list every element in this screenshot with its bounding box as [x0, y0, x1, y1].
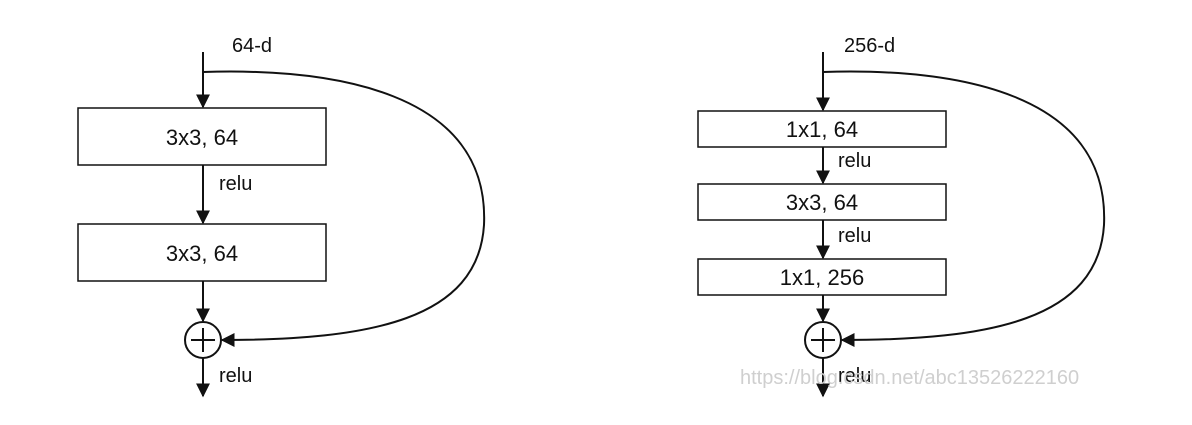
right-skip-connection — [822, 70, 1106, 347]
left-layer-2-box — [77, 223, 327, 282]
right-layer-1-label: 1x1, 64 — [786, 117, 858, 142]
right-add-node — [804, 321, 842, 359]
right-layer-2-box — [697, 183, 947, 221]
left-activation-1: relu — [219, 173, 252, 195]
left-input-label: 64-d — [232, 35, 272, 57]
right-output-activation: relu — [838, 365, 871, 387]
right-activation-2: relu — [838, 225, 871, 247]
left-layer-1-label: 3x3, 64 — [166, 125, 238, 150]
right-layer-3-box — [697, 258, 947, 296]
right-input-label: 256-d — [844, 35, 895, 57]
left-skip-connection — [202, 70, 486, 347]
watermark-text: https://blog.csdn.net/abc13526222160 — [740, 367, 1079, 389]
left-add-node — [184, 321, 222, 359]
left-residual-block: 64-d 3x3, 64 relu 3x3, 64 relu — [77, 35, 486, 398]
left-layer-2-label: 3x3, 64 — [166, 241, 238, 266]
right-layer-3-label: 1x1, 256 — [780, 265, 864, 290]
right-layer-2-label: 3x3, 64 — [786, 190, 858, 215]
right-residual-block: 256-d 1x1, 64 relu 3x3, 64 relu 1x1, 256… — [697, 35, 1106, 398]
right-layer-1-box — [697, 110, 947, 148]
right-activation-1: relu — [838, 150, 871, 172]
left-output-activation: relu — [219, 365, 252, 387]
